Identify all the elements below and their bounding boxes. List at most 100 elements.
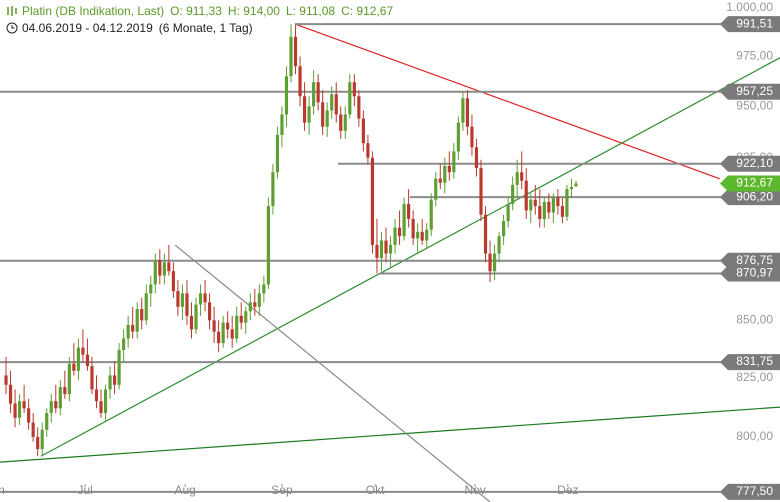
candle-body	[556, 197, 560, 207]
candle-body	[470, 126, 474, 148]
candle-body	[547, 201, 551, 213]
level-tag	[720, 483, 780, 500]
candle-body	[18, 401, 22, 418]
candle-body	[185, 293, 189, 316]
candle-body	[275, 134, 280, 173]
candle-body	[284, 76, 289, 115]
candle-body	[40, 429, 44, 450]
candle-body	[429, 199, 433, 230]
candle-body	[271, 172, 275, 207]
candle-body	[108, 375, 112, 390]
candle-body	[144, 293, 148, 321]
candle-body	[416, 231, 420, 239]
candle-body	[153, 260, 157, 285]
level-label: 912,67	[736, 176, 773, 190]
candle-body	[131, 324, 135, 332]
candle-body	[239, 315, 243, 323]
candle-body	[298, 66, 302, 97]
candle-body	[158, 260, 162, 276]
candle-body	[194, 304, 198, 330]
candle-body	[425, 229, 429, 241]
candle-body	[203, 293, 207, 303]
candle-body	[465, 98, 470, 127]
level-tag	[720, 155, 780, 172]
level-tag	[720, 265, 780, 282]
candle-body	[524, 180, 528, 211]
candle-body	[506, 203, 510, 222]
candle-body	[140, 309, 144, 321]
y-tick-label: 800,00	[736, 429, 773, 443]
y-tick-label: 1.000,00	[726, 0, 773, 14]
candle-body	[36, 436, 40, 450]
candle-body	[402, 203, 406, 237]
candle-body	[58, 387, 62, 409]
candle-body	[49, 401, 53, 414]
candle-body	[135, 309, 139, 332]
trend-line	[294, 23, 721, 180]
candle-body	[176, 291, 180, 307]
candle-body	[339, 114, 343, 131]
level-tag	[720, 189, 780, 206]
candle-body	[325, 110, 329, 127]
candle-body	[348, 82, 352, 115]
candle-body	[162, 262, 166, 276]
candle-body	[76, 347, 80, 371]
candle-body	[560, 206, 564, 217]
trend-line	[40, 57, 780, 457]
candle-body	[542, 201, 546, 219]
candle-body	[189, 315, 194, 330]
trend-line	[174, 244, 491, 502]
level-tag	[720, 354, 780, 371]
header-line: Platin (DB Indikation, Last) O: 911,33 H: …	[6, 4, 399, 18]
level-tag	[720, 252, 780, 269]
candle-body	[117, 349, 121, 385]
candle-body	[81, 347, 85, 355]
candle-body	[198, 293, 203, 305]
candle-body	[312, 82, 316, 107]
candle-body	[483, 214, 488, 254]
candle-body	[384, 240, 388, 254]
level-label: 957,25	[736, 84, 773, 98]
candle-body	[357, 96, 361, 119]
x-tick-label: Aug	[174, 483, 195, 497]
x-tick-label: Jul	[78, 483, 93, 497]
quote-low: L: 911,08	[285, 4, 336, 18]
y-tick-label: 850,00	[736, 312, 773, 326]
candle-body	[99, 401, 103, 414]
candle-body	[343, 114, 347, 131]
candle-body	[352, 82, 356, 97]
candle-body	[112, 375, 117, 385]
candle-body	[235, 315, 239, 339]
candle-body	[221, 322, 225, 344]
candle-body	[407, 203, 411, 219]
candle-body	[411, 218, 415, 239]
candle-body	[54, 401, 58, 409]
candle-body	[248, 302, 252, 312]
candle-body	[257, 293, 261, 307]
candle-body	[456, 122, 460, 152]
instrument: Platin (DB Indikation, Last)	[22, 4, 165, 18]
quote-close: C: 912,67	[341, 4, 394, 18]
candle-body	[515, 172, 519, 185]
candle-body	[226, 322, 230, 330]
candle-body	[149, 284, 153, 294]
candle-body	[63, 387, 67, 395]
candle-body	[443, 165, 447, 183]
candle-body	[420, 231, 424, 241]
candle-icon	[7, 6, 17, 16]
candle-body	[171, 271, 175, 292]
candle-body	[388, 244, 393, 254]
y-tick-label: 825,00	[736, 370, 773, 384]
candle-body	[533, 199, 537, 207]
candle-body	[538, 206, 542, 219]
candle-body	[67, 363, 71, 395]
x-tick-label: Okt	[366, 483, 385, 497]
candle-body	[126, 324, 130, 339]
date-line: 04.06.2019 - 04.12.2019 (6 Monate, 1 Tag)	[6, 21, 259, 35]
candle-body	[122, 338, 126, 350]
candle-body	[366, 143, 370, 158]
candle-body	[569, 186, 574, 190]
level-label: 906,20	[736, 189, 773, 203]
x-tick-label: Nov	[464, 483, 485, 497]
